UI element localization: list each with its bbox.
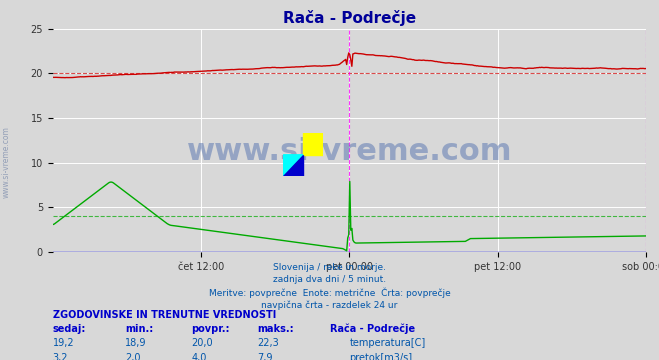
Text: navpična črta - razdelek 24 ur: navpična črta - razdelek 24 ur <box>262 301 397 310</box>
Text: www.si-vreme.com: www.si-vreme.com <box>186 137 512 166</box>
Text: sedaj:: sedaj: <box>53 324 86 334</box>
Text: 2,0: 2,0 <box>125 353 141 360</box>
Text: min.:: min.: <box>125 324 154 334</box>
Text: 3,2: 3,2 <box>53 353 69 360</box>
Text: 18,9: 18,9 <box>125 338 147 348</box>
Text: Slovenija / reke in morje.: Slovenija / reke in morje. <box>273 263 386 272</box>
Bar <box>303 133 323 155</box>
Text: ZGODOVINSKE IN TRENUTNE VREDNOSTI: ZGODOVINSKE IN TRENUTNE VREDNOSTI <box>53 310 276 320</box>
Title: Rača - Podrečje: Rača - Podrečje <box>283 10 416 26</box>
Text: maks.:: maks.: <box>257 324 294 334</box>
Text: 7,9: 7,9 <box>257 353 273 360</box>
Text: zadnja dva dni / 5 minut.: zadnja dva dni / 5 minut. <box>273 275 386 284</box>
Text: Rača - Podrečje: Rača - Podrečje <box>330 324 415 334</box>
Polygon shape <box>283 155 303 176</box>
Text: 19,2: 19,2 <box>53 338 74 348</box>
Text: temperatura[C]: temperatura[C] <box>349 338 426 348</box>
Text: pretok[m3/s]: pretok[m3/s] <box>349 353 413 360</box>
Text: www.si-vreme.com: www.si-vreme.com <box>2 126 11 198</box>
Text: 22,3: 22,3 <box>257 338 279 348</box>
Polygon shape <box>283 155 303 176</box>
Text: 20,0: 20,0 <box>191 338 213 348</box>
Text: povpr.:: povpr.: <box>191 324 229 334</box>
Text: Meritve: povprečne  Enote: metrične  Črta: povprečje: Meritve: povprečne Enote: metrične Črta:… <box>209 288 450 298</box>
Text: 4,0: 4,0 <box>191 353 206 360</box>
